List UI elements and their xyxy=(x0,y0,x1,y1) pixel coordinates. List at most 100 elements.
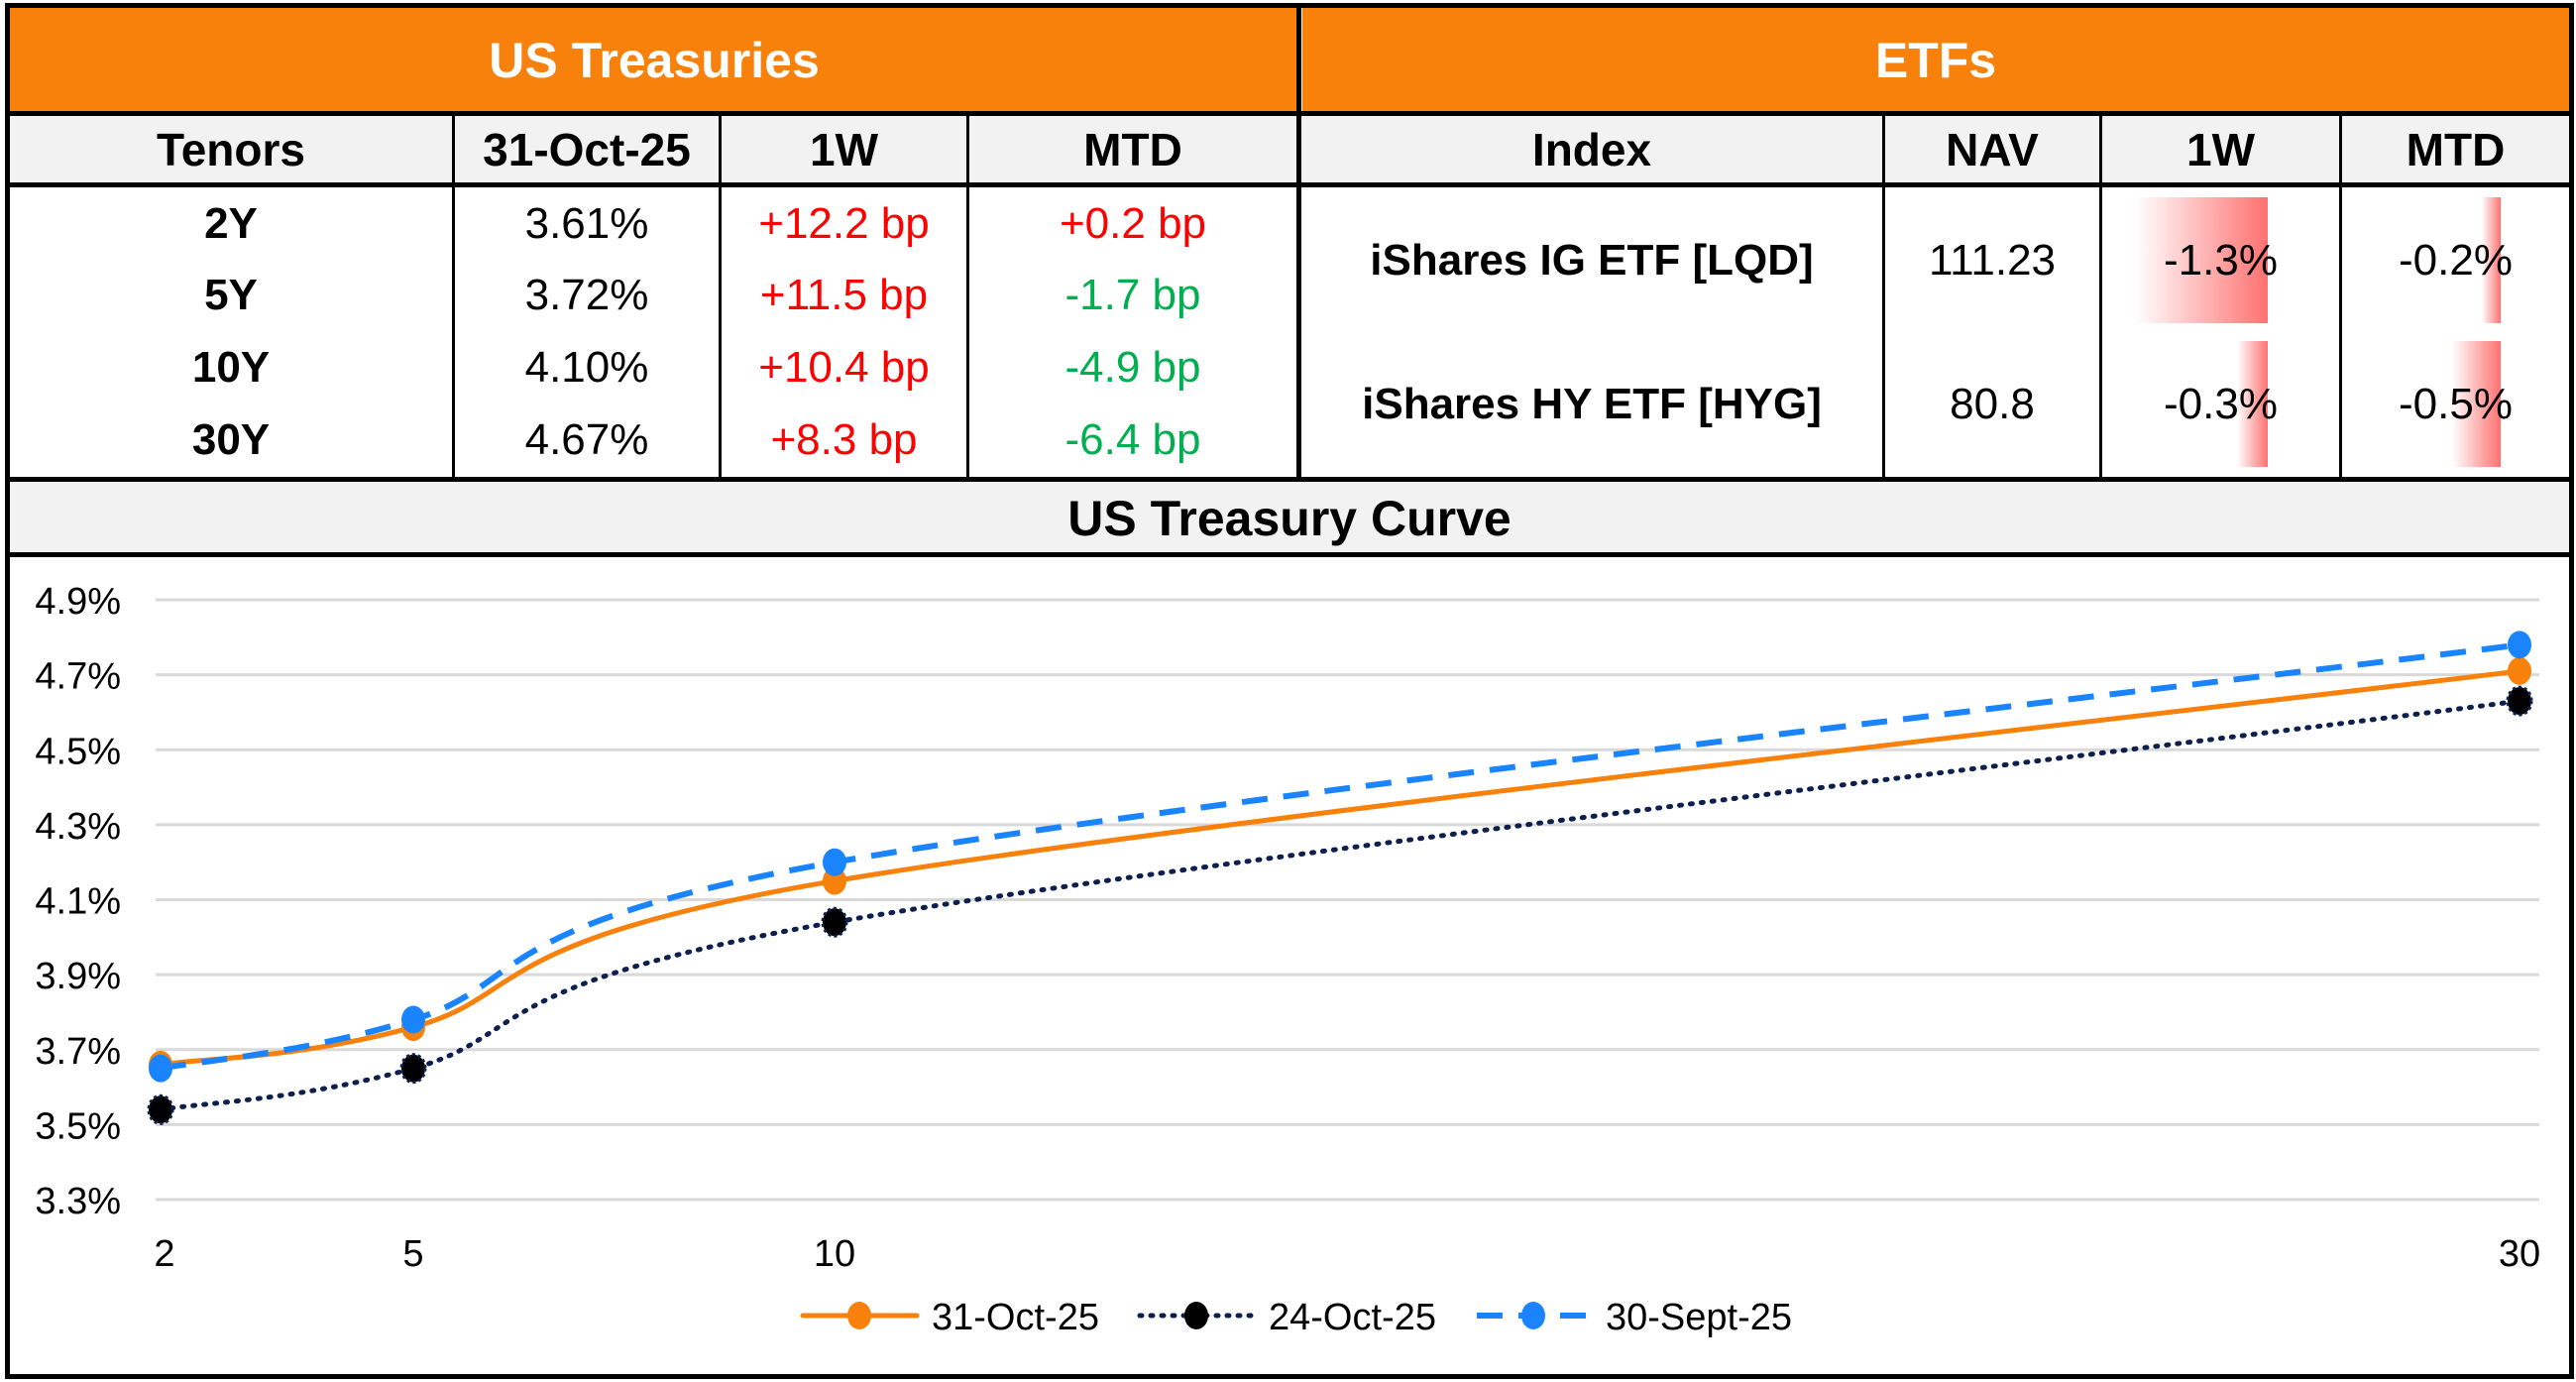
yield-cell: 4.67% xyxy=(524,415,649,464)
col-header-tenors-text: Tenors xyxy=(157,123,305,175)
data-bar xyxy=(2237,340,2269,468)
change-1w-cell: +8.3 bp xyxy=(770,415,918,464)
change-1w-cell: +11.5 bp xyxy=(759,271,929,319)
data-point xyxy=(149,1054,172,1083)
data-point xyxy=(401,1005,425,1034)
change-1w-cell: +12.2 bp xyxy=(758,199,930,248)
data-point xyxy=(399,1053,427,1085)
table-row: 10Y 4.10% +10.4 bp -4.9 bp xyxy=(10,332,1296,403)
treasuries-title: US Treasuries xyxy=(10,8,1298,113)
tenor-cell: 10Y xyxy=(191,343,271,392)
col-header-mtd-text: MTD xyxy=(1083,123,1182,175)
chart-title: US Treasury Curve xyxy=(10,482,2569,554)
change-mtd-cell: -6.4 bp xyxy=(1064,415,1201,464)
data-point xyxy=(823,848,846,876)
yield-cell: 4.10% xyxy=(524,343,649,392)
treasuries-title-text: US Treasuries xyxy=(489,33,820,88)
col-header-nav-text: NAV xyxy=(1946,123,2039,175)
legend-marker xyxy=(1521,1302,1545,1329)
yield-cell: 3.61% xyxy=(524,199,649,248)
x-tick-label: 5 xyxy=(402,1233,423,1275)
data-bar xyxy=(2481,196,2502,324)
etf-1w-cell: -1.3% xyxy=(2102,188,2339,332)
change-mtd-cell: -4.9 bp xyxy=(1064,343,1201,392)
col-line xyxy=(452,116,455,479)
table-row: iShares HY ETF [HYG] 80.8 -0.3% -0.5% xyxy=(1301,332,2569,476)
chart-title-bottom-line xyxy=(5,552,2574,557)
col-header-mtd: MTD xyxy=(969,116,1296,182)
legend-marker xyxy=(1184,1302,1208,1329)
etf-mtd-cell: -0.2% xyxy=(2342,188,2569,332)
section-divider xyxy=(1296,3,1301,479)
y-tick-label: 3.9% xyxy=(35,956,121,997)
legend-label: 31-Oct-25 xyxy=(932,1297,1099,1338)
data-point xyxy=(821,906,848,938)
col-header-tenors: Tenors xyxy=(10,116,452,182)
series-line-30-Sept-25 xyxy=(160,641,2520,1072)
y-tick-label: 4.7% xyxy=(35,656,121,698)
change-mtd-cell: +0.2 bp xyxy=(1059,199,1207,248)
legend-label: 30-Sept-25 xyxy=(1606,1297,1792,1338)
chart-title-text: US Treasury Curve xyxy=(1067,490,1512,546)
etfs-title: ETFs xyxy=(1302,8,2569,113)
change-mtd-cell: -1.7 bp xyxy=(1064,271,1201,319)
yield-cell: 3.72% xyxy=(524,271,649,319)
etfs-title-text: ETFs xyxy=(1874,33,1997,88)
etf-index-cell: iShares HY ETF [HYG] xyxy=(1362,379,1822,428)
etf-nav-cell: 111.23 xyxy=(1928,235,2057,285)
table-row: 2Y 3.61% +12.2 bp +0.2 bp xyxy=(10,188,1296,260)
col-header-1w-text: 1W xyxy=(810,123,878,175)
y-tick-label: 3.5% xyxy=(35,1105,121,1147)
etf-1w-value: -1.3% xyxy=(2164,235,2278,285)
treasury-table-body: 2Y 3.61% +12.2 bp +0.2 bp 5Y 3.72% +11.5… xyxy=(10,188,1296,476)
etf-index-cell: iShares IG ETF [LQD] xyxy=(1370,235,1814,285)
col-line xyxy=(966,116,969,479)
legend-label: 24-Oct-25 xyxy=(1269,1297,1436,1338)
y-tick-label: 4.5% xyxy=(35,731,121,772)
change-1w-cell: +10.4 bp xyxy=(758,343,930,392)
y-tick-label: 4.9% xyxy=(35,581,121,623)
tenor-cell: 30Y xyxy=(191,415,271,464)
data-bar xyxy=(2135,196,2269,324)
dashboard-frame xyxy=(5,3,2574,1379)
col-line xyxy=(719,116,722,479)
data-bar xyxy=(2452,340,2502,468)
tenor-cell: 2Y xyxy=(204,199,258,248)
data-point xyxy=(147,1094,174,1125)
col-line xyxy=(2099,116,2102,479)
col-header-nav: NAV xyxy=(1885,116,2099,182)
col-header-etf-1w-text: 1W xyxy=(2186,123,2255,175)
col-header-etf-mtd-text: MTD xyxy=(2406,123,2506,175)
col-header-index: Index xyxy=(1301,116,1882,182)
y-tick-label: 4.1% xyxy=(35,881,121,923)
data-point xyxy=(2508,656,2531,685)
data-point xyxy=(2506,685,2533,717)
treasury-curve-chart: 3.3% 3.5% 3.7% 3.9% 4.1% 4.3% 4.5% 4.7% 4.9% 2 5 10… xyxy=(35,581,2540,1338)
etf-mtd-cell: -0.5% xyxy=(2342,332,2569,476)
etf-mtd-value: -0.5% xyxy=(2399,379,2513,428)
etf-table-body: iShares IG ETF [LQD] 111.23 -1.3% -0.2% … xyxy=(1301,188,2569,476)
y-tick-label: 3.3% xyxy=(35,1181,121,1222)
y-tick-label: 4.3% xyxy=(35,806,121,848)
x-tick-label: 2 xyxy=(154,1233,174,1275)
col-header-etf-mtd: MTD xyxy=(2342,116,2569,182)
etf-1w-cell: -0.3% xyxy=(2102,332,2339,476)
data-point xyxy=(2508,631,2531,659)
etf-nav-cell: 80.8 xyxy=(1950,379,2035,428)
tenor-cell: 5Y xyxy=(204,271,258,319)
table-row: iShares IG ETF [LQD] 111.23 -1.3% -0.2% xyxy=(1301,188,2569,332)
header-top-line xyxy=(5,111,2574,116)
table-row: 30Y 4.67% +8.3 bp -6.4 bp xyxy=(10,404,1296,476)
col-line xyxy=(2339,116,2342,479)
series-line-31-Oct-25 xyxy=(158,668,2522,1068)
x-tick-label: 30 xyxy=(2499,1233,2540,1275)
col-header-index-text: Index xyxy=(1531,123,1652,175)
header-bottom-line xyxy=(5,182,2574,187)
table-row: 5Y 3.72% +11.5 bp -1.7 bp xyxy=(10,260,1296,331)
etf-1w-value: -0.3% xyxy=(2164,379,2278,428)
col-line xyxy=(1882,116,1885,479)
col-header-date-text: 31-Oct-25 xyxy=(483,123,691,175)
y-tick-label: 3.7% xyxy=(35,1031,121,1073)
etf-mtd-value: -0.2% xyxy=(2399,235,2513,285)
x-tick-label: 10 xyxy=(814,1233,855,1275)
